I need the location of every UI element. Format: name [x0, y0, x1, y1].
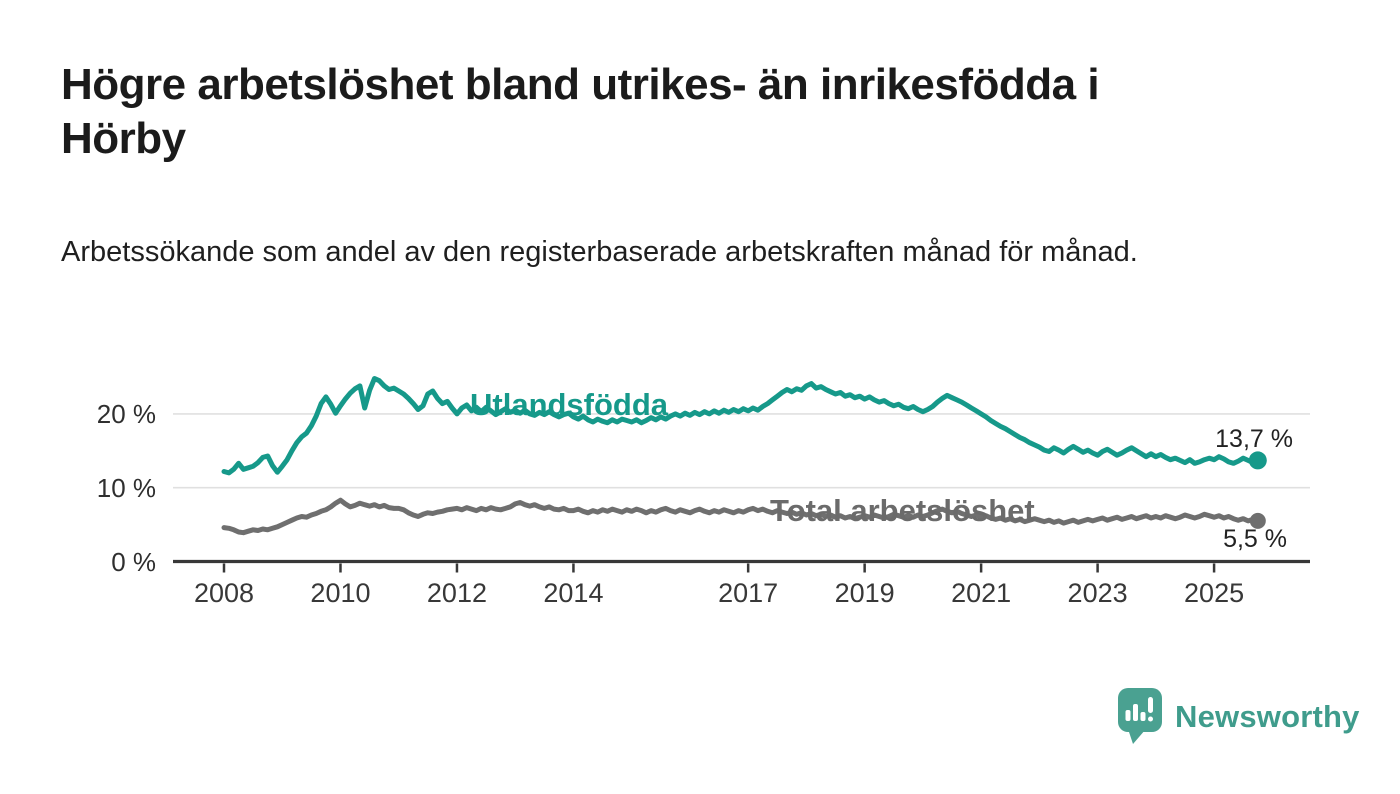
newsworthy-logo: Newsworthy [1117, 687, 1360, 746]
x-tick-label: 2010 [310, 577, 371, 608]
page-title: Högre arbetslöshet bland utrikes- än inr… [61, 60, 1100, 163]
end-value-label-utlandsfodda: 13,7 % [1215, 425, 1293, 453]
utlandsfodda-end-dot [1248, 451, 1267, 470]
y-tick-label: 0 % [111, 546, 156, 577]
y-tick-label: 20 % [96, 398, 156, 429]
brand-name: Newsworthy [1175, 698, 1360, 734]
x-tick-label: 2017 [718, 577, 779, 608]
series-label-utlandsfodda: Utlandsfödda [470, 387, 669, 422]
x-tick-label: 2021 [951, 577, 1012, 608]
bar-chart-speech-bubble-icon [1118, 688, 1162, 744]
x-tick-label: 2019 [834, 577, 895, 608]
utlandsfodda-line [221, 376, 1261, 476]
total-end-dot [1249, 512, 1266, 529]
x-tick-label: 2023 [1067, 577, 1128, 608]
end-value-label-total: 5,5 % [1223, 525, 1287, 553]
x-tick-label: 2025 [1184, 577, 1245, 608]
y-tick-label: 10 % [96, 472, 156, 503]
chart-subtitle: Arbetssökande som andel av den registerb… [61, 236, 1138, 268]
x-tick-label: 2012 [426, 577, 487, 608]
x-tick-label: 2014 [543, 577, 604, 608]
total-arbetsloshet-line [221, 497, 1261, 536]
series-label-total-arbetsloshet: Total arbetslöshet [770, 493, 1035, 528]
x-tick-label: 2008 [193, 577, 255, 608]
